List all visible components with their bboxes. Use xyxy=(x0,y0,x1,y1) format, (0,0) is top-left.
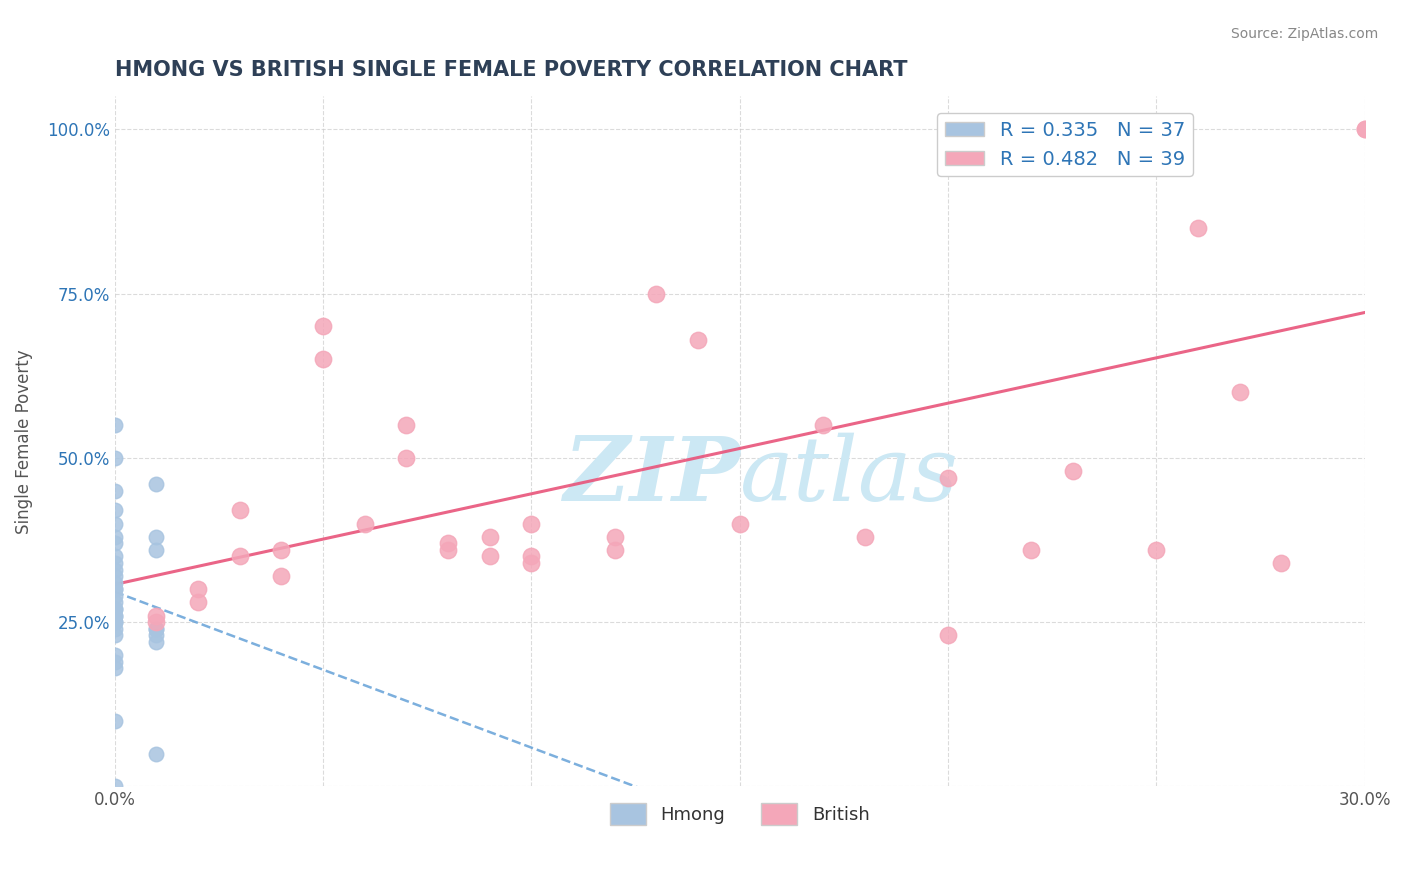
Point xyxy=(145,622,167,636)
Point xyxy=(104,483,127,498)
Point xyxy=(395,417,418,432)
Point xyxy=(145,477,167,491)
Point xyxy=(104,516,127,531)
Point xyxy=(395,450,418,465)
Point xyxy=(104,536,127,550)
Point xyxy=(145,628,167,642)
Text: ZIP: ZIP xyxy=(564,433,740,519)
Point xyxy=(520,516,543,531)
Point xyxy=(104,569,127,583)
Point xyxy=(104,530,127,544)
Point xyxy=(1354,122,1376,136)
Point xyxy=(187,582,209,597)
Point xyxy=(104,628,127,642)
Point xyxy=(1187,220,1209,235)
Point xyxy=(104,780,127,794)
Point xyxy=(312,319,335,334)
Point xyxy=(229,503,252,517)
Point xyxy=(145,622,167,636)
Point xyxy=(229,549,252,564)
Point xyxy=(1144,542,1167,557)
Point xyxy=(437,536,460,550)
Point xyxy=(478,530,501,544)
Point xyxy=(104,582,127,597)
Point xyxy=(853,530,876,544)
Text: HMONG VS BRITISH SINGLE FEMALE POVERTY CORRELATION CHART: HMONG VS BRITISH SINGLE FEMALE POVERTY C… xyxy=(115,60,907,79)
Point xyxy=(603,530,626,544)
Point xyxy=(145,530,167,544)
Point xyxy=(145,615,167,630)
Point xyxy=(145,542,167,557)
Point xyxy=(1270,556,1292,570)
Point xyxy=(270,542,292,557)
Point xyxy=(936,470,959,484)
Point xyxy=(187,595,209,609)
Text: atlas: atlas xyxy=(740,433,959,519)
Point xyxy=(104,503,127,517)
Point xyxy=(1104,122,1126,136)
Point xyxy=(104,608,127,623)
Point xyxy=(312,352,335,367)
Point xyxy=(104,714,127,728)
Point xyxy=(1062,464,1084,478)
Point xyxy=(104,615,127,630)
Point xyxy=(104,563,127,577)
Point xyxy=(104,655,127,669)
Point xyxy=(104,549,127,564)
Point xyxy=(104,615,127,630)
Point xyxy=(811,417,834,432)
Point xyxy=(104,575,127,590)
Point xyxy=(104,608,127,623)
Point xyxy=(437,542,460,557)
Point xyxy=(104,450,127,465)
Point xyxy=(1104,122,1126,136)
Point xyxy=(478,549,501,564)
Point xyxy=(1021,542,1043,557)
Point xyxy=(603,542,626,557)
Point xyxy=(104,622,127,636)
Point xyxy=(104,417,127,432)
Point xyxy=(104,602,127,616)
Point xyxy=(1354,122,1376,136)
Point xyxy=(104,556,127,570)
Point xyxy=(104,595,127,609)
Point xyxy=(145,747,167,761)
Point xyxy=(270,569,292,583)
Point xyxy=(104,661,127,675)
Point xyxy=(688,333,710,347)
Legend: Hmong, British: Hmong, British xyxy=(603,797,877,832)
Point xyxy=(1229,385,1251,400)
Point xyxy=(145,635,167,649)
Point xyxy=(520,556,543,570)
Point xyxy=(145,608,167,623)
Point xyxy=(728,516,751,531)
Y-axis label: Single Female Poverty: Single Female Poverty xyxy=(15,349,32,533)
Point xyxy=(936,628,959,642)
Point xyxy=(104,589,127,603)
Point xyxy=(520,549,543,564)
Point xyxy=(353,516,375,531)
Point xyxy=(104,648,127,662)
Text: Source: ZipAtlas.com: Source: ZipAtlas.com xyxy=(1230,27,1378,41)
Point xyxy=(104,582,127,597)
Point xyxy=(104,602,127,616)
Point xyxy=(645,286,668,301)
